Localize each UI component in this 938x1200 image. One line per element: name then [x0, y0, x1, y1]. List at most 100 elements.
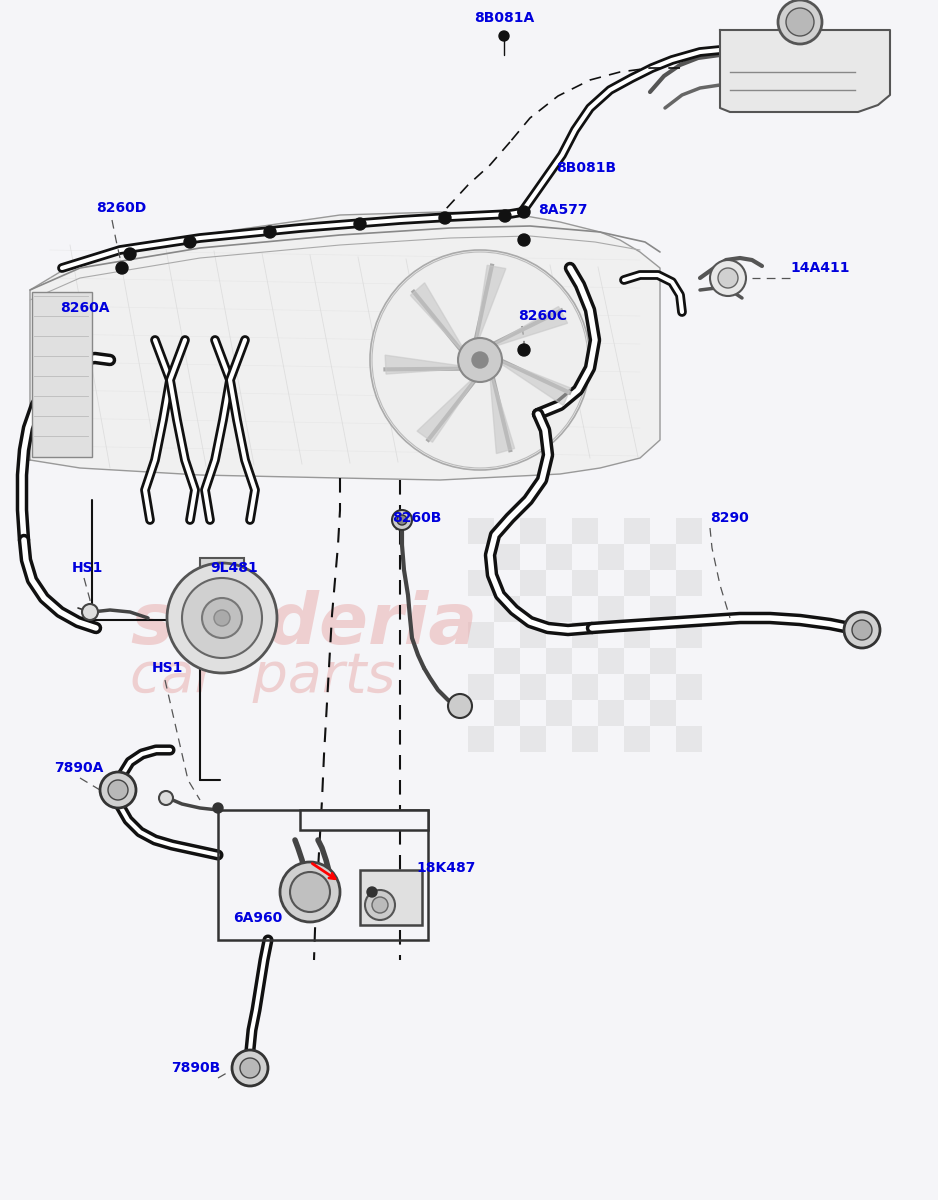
Bar	[676, 570, 702, 596]
Circle shape	[82, 604, 98, 620]
Bar	[676, 726, 702, 752]
Circle shape	[213, 803, 223, 814]
Text: car  parts: car parts	[130, 650, 396, 703]
Bar	[494, 544, 520, 570]
Bar	[650, 648, 676, 674]
Bar	[494, 596, 520, 622]
Bar	[546, 648, 572, 674]
Circle shape	[264, 226, 276, 238]
Circle shape	[100, 772, 136, 808]
Bar	[468, 674, 494, 700]
Bar	[598, 596, 624, 622]
Circle shape	[718, 268, 738, 288]
Bar	[468, 622, 494, 648]
Circle shape	[232, 1050, 268, 1086]
Bar	[494, 648, 520, 674]
Text: 8A577: 8A577	[538, 203, 587, 217]
Bar	[300, 810, 428, 830]
Bar	[676, 674, 702, 700]
Bar	[32, 292, 92, 457]
Text: 8260C: 8260C	[518, 308, 567, 323]
Bar	[650, 700, 676, 726]
Bar	[676, 622, 702, 648]
Circle shape	[184, 236, 196, 248]
Polygon shape	[492, 306, 567, 347]
Polygon shape	[476, 265, 506, 341]
Polygon shape	[720, 30, 890, 112]
Bar	[572, 674, 598, 700]
Bar	[468, 726, 494, 752]
Text: 9L481: 9L481	[210, 560, 258, 575]
Polygon shape	[30, 212, 660, 480]
Text: 8260A: 8260A	[60, 301, 110, 314]
Text: scuderia: scuderia	[130, 590, 477, 659]
Bar	[468, 518, 494, 544]
Bar	[200, 558, 244, 580]
Bar	[520, 674, 546, 700]
Circle shape	[202, 598, 242, 638]
Polygon shape	[417, 379, 476, 443]
Circle shape	[365, 890, 395, 920]
Text: HS1: HS1	[152, 661, 183, 674]
Text: 8290: 8290	[710, 511, 749, 526]
Bar	[546, 596, 572, 622]
Bar	[650, 544, 676, 570]
Text: 8260D: 8260D	[96, 200, 146, 215]
Bar	[494, 700, 520, 726]
Circle shape	[448, 694, 472, 718]
Circle shape	[499, 31, 509, 41]
Bar	[572, 518, 598, 544]
Bar	[572, 570, 598, 596]
Bar	[650, 596, 676, 622]
Polygon shape	[386, 355, 462, 374]
Bar	[520, 726, 546, 752]
Bar	[572, 726, 598, 752]
Circle shape	[214, 610, 230, 626]
Circle shape	[439, 212, 451, 224]
Bar	[468, 570, 494, 596]
Circle shape	[240, 1058, 260, 1078]
Polygon shape	[411, 283, 463, 352]
Text: 7890B: 7890B	[172, 1061, 220, 1075]
Bar	[598, 700, 624, 726]
Circle shape	[786, 8, 814, 36]
Text: 7890A: 7890A	[54, 761, 103, 775]
Circle shape	[159, 791, 173, 805]
Circle shape	[458, 338, 502, 382]
Text: 8B081B: 8B081B	[556, 161, 616, 175]
Circle shape	[354, 218, 366, 230]
Text: 6A960: 6A960	[234, 911, 282, 925]
Bar	[572, 622, 598, 648]
Text: 14A411: 14A411	[790, 260, 850, 275]
Bar	[598, 648, 624, 674]
Polygon shape	[500, 360, 570, 406]
Circle shape	[499, 210, 511, 222]
Bar	[598, 544, 624, 570]
Bar	[624, 622, 650, 648]
Circle shape	[108, 780, 128, 800]
Circle shape	[124, 248, 136, 260]
Bar	[624, 674, 650, 700]
Text: 8B081A: 8B081A	[474, 11, 534, 25]
Circle shape	[367, 887, 377, 898]
Circle shape	[392, 510, 412, 530]
Circle shape	[280, 862, 340, 922]
Bar	[520, 622, 546, 648]
Polygon shape	[490, 376, 515, 454]
Circle shape	[167, 563, 277, 673]
Circle shape	[372, 898, 388, 913]
Circle shape	[472, 352, 488, 368]
Text: 8260B: 8260B	[392, 511, 442, 526]
Bar	[546, 544, 572, 570]
Circle shape	[844, 612, 880, 648]
Text: 18K487: 18K487	[416, 862, 476, 875]
Circle shape	[290, 872, 330, 912]
Circle shape	[397, 515, 407, 526]
Circle shape	[518, 344, 530, 356]
Bar	[546, 700, 572, 726]
Bar	[218, 810, 428, 940]
Bar	[624, 726, 650, 752]
Circle shape	[852, 620, 872, 640]
Bar	[624, 518, 650, 544]
Circle shape	[710, 260, 746, 296]
